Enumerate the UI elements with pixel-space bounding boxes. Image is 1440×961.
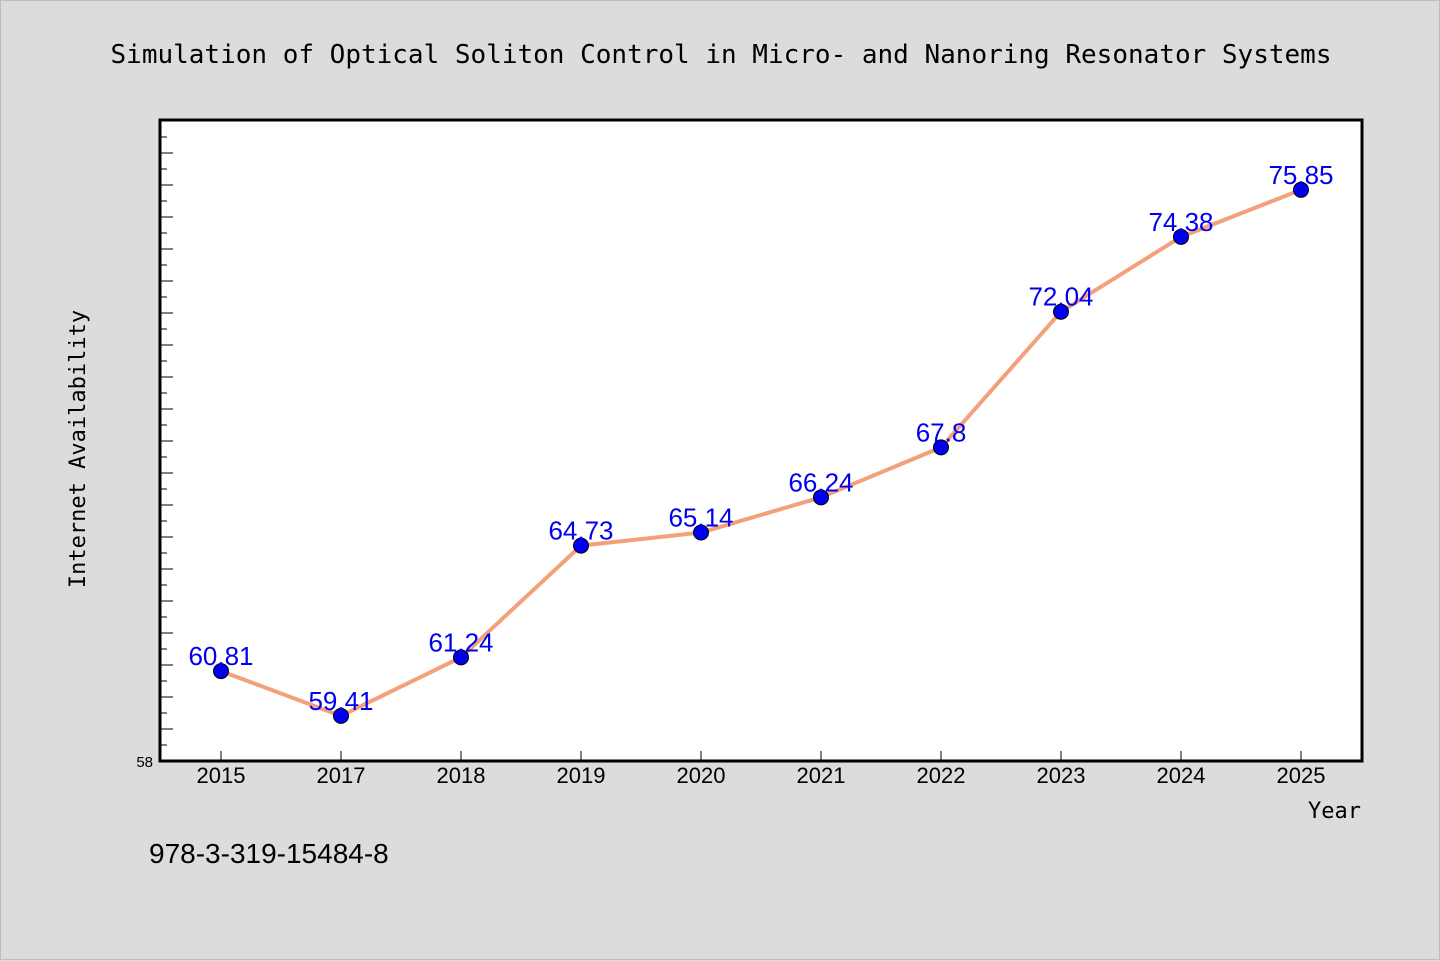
x-tick-label: 2025 bbox=[1277, 763, 1326, 788]
data-point bbox=[813, 489, 829, 506]
data-points bbox=[213, 181, 1309, 724]
data-label: 59.41 bbox=[308, 686, 373, 716]
data-point bbox=[453, 649, 469, 666]
data-label: 60.81 bbox=[188, 641, 253, 671]
x-axis-label: Year bbox=[1308, 799, 1361, 824]
x-tick-label: 2022 bbox=[917, 763, 966, 788]
x-axis-ticks: 2015 2017 2018 2019 2020 2021 2022 2023 2024 2025 bbox=[197, 751, 1326, 788]
series-line bbox=[220, 187, 1302, 718]
chart-title: Simulation of Optical Soliton Control in… bbox=[111, 40, 1332, 70]
x-tick-label: 2024 bbox=[1157, 763, 1206, 788]
data-label: 64.73 bbox=[548, 516, 613, 546]
data-label: 66.24 bbox=[788, 467, 853, 497]
data-label: 75.85 bbox=[1268, 160, 1333, 190]
y-axis-ticks bbox=[161, 136, 173, 746]
data-point bbox=[1293, 181, 1309, 198]
plot-area bbox=[158, 118, 1364, 763]
x-tick-label: 2023 bbox=[1037, 763, 1086, 788]
data-point bbox=[693, 524, 709, 541]
data-label: 65.14 bbox=[668, 503, 733, 533]
y-axis-label: Internet Availability bbox=[66, 310, 91, 588]
x-tick-label: 2021 bbox=[797, 763, 846, 788]
data-label: 67.8 bbox=[916, 417, 967, 447]
x-tick-label: 2018 bbox=[437, 763, 486, 788]
footnote-isbn: 978-3-319-15484-8 bbox=[149, 838, 389, 869]
data-labels: 60.81 59.41 61.24 64.73 65.14 66.24 67.8 72.04 7… bbox=[188, 160, 1333, 716]
y-tick-label: 58 bbox=[136, 754, 153, 771]
x-tick-label: 2020 bbox=[677, 763, 726, 788]
data-point bbox=[1173, 228, 1189, 245]
data-label: 74.38 bbox=[1148, 207, 1213, 237]
data-point bbox=[573, 537, 589, 554]
data-label: 72.04 bbox=[1028, 282, 1093, 312]
data-point bbox=[933, 439, 949, 456]
x-tick-label: 2019 bbox=[557, 763, 606, 788]
x-tick-label: 2015 bbox=[197, 763, 246, 788]
data-point bbox=[213, 663, 229, 680]
data-point bbox=[333, 707, 349, 724]
data-label: 61.24 bbox=[428, 627, 493, 657]
x-tick-label: 2017 bbox=[317, 763, 366, 788]
data-point bbox=[1053, 303, 1069, 320]
